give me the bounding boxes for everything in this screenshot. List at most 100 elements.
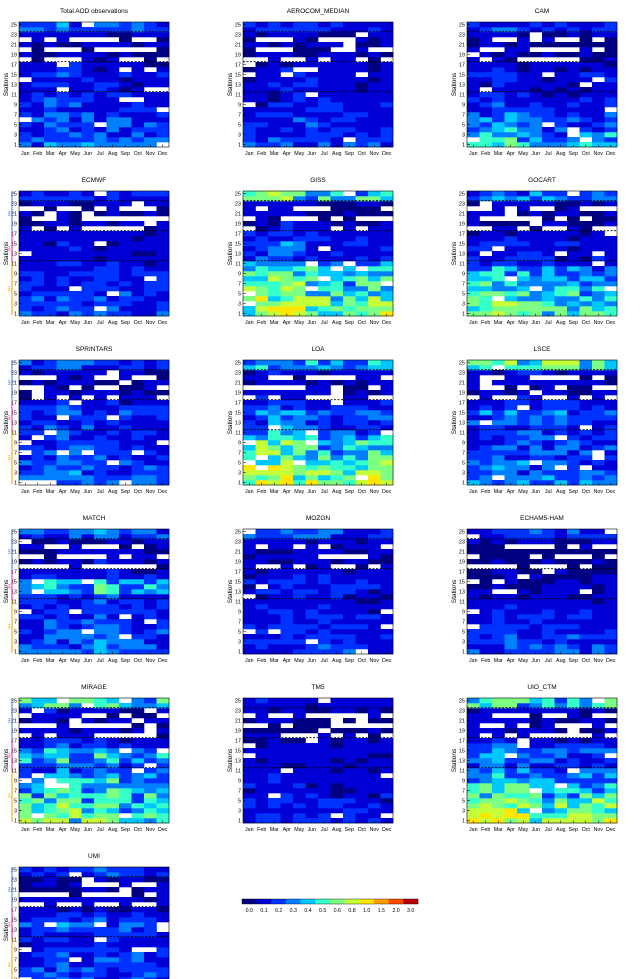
heatmap-cell	[592, 395, 605, 401]
heatmap-cell	[156, 788, 170, 794]
heatmap-cell	[330, 758, 344, 764]
heatmap-cell	[243, 375, 256, 381]
heatmap-cell	[504, 803, 518, 809]
heatmap-cell	[529, 117, 543, 123]
heatmap-cell	[268, 82, 281, 88]
heatmap-cell	[318, 286, 331, 292]
heatmap-cell	[604, 82, 618, 88]
heatmap-cell	[343, 92, 356, 98]
heatmap-cell	[567, 773, 580, 779]
heatmap-cell	[56, 962, 70, 968]
heatmap-cell	[56, 137, 70, 143]
heatmap-cell	[318, 783, 331, 789]
heatmap-cell	[504, 112, 518, 118]
heatmap-cell	[131, 400, 145, 406]
heatmap-cell	[318, 569, 331, 575]
heatmap-cell	[255, 27, 269, 33]
heatmap-cell	[330, 241, 344, 247]
y-tick-label: 15	[459, 411, 465, 417]
heatmap-cell	[343, 763, 356, 769]
heatmap-cell	[44, 624, 57, 630]
y-tick-label: 21	[235, 381, 241, 387]
heatmap-cell	[504, 420, 518, 426]
heatmap-cell	[19, 370, 32, 376]
heatmap-cell	[243, 475, 256, 481]
heatmap-cell	[504, 470, 518, 476]
panel-title: UIO_CTM	[527, 684, 556, 691]
heatmap-cell	[131, 753, 145, 759]
heatmap-cell	[467, 62, 480, 68]
heatmap-cell	[144, 286, 157, 292]
y-tick-label: 7	[462, 282, 465, 288]
heatmap-cell	[69, 241, 82, 247]
heatmap-cell	[94, 529, 107, 535]
heatmap-cell	[542, 216, 555, 222]
heatmap-cell	[280, 529, 294, 535]
heatmap-cell	[554, 753, 568, 759]
heatmap-cell	[19, 97, 32, 103]
heatmap-cell	[131, 117, 145, 123]
heatmap-cell	[94, 390, 107, 396]
heatmap-cell	[305, 127, 319, 133]
heatmap-cell	[243, 231, 256, 237]
heatmap-cell	[156, 42, 170, 48]
heatmap-cell	[305, 236, 319, 242]
heatmap-cell	[268, 758, 281, 764]
heatmap-cell	[492, 211, 505, 217]
heatmap-cell	[19, 22, 32, 28]
heatmap-cell	[255, 191, 269, 197]
heatmap-cell	[19, 470, 32, 476]
heatmap-cell	[268, 400, 281, 406]
heatmap-cell	[119, 132, 132, 138]
heatmap-cell	[554, 574, 568, 580]
heatmap-cell	[19, 758, 32, 764]
heatmap-cell	[131, 246, 145, 252]
heatmap-cell	[318, 132, 331, 138]
heatmap-cell	[144, 793, 157, 799]
heatmap-cell	[31, 191, 45, 197]
heatmap-cell	[529, 728, 543, 734]
heatmap-cell	[368, 261, 381, 267]
heatmap-cell	[19, 261, 32, 267]
heatmap-cell	[529, 549, 543, 555]
heatmap-cell	[293, 47, 306, 53]
heatmap-cell	[554, 42, 568, 48]
heatmap-cell	[31, 87, 45, 93]
heatmap-cell	[554, 261, 568, 267]
heatmap-panel-0: Total AOD observations135791113151719212…	[3, 8, 170, 157]
y-axis-label: Stations	[3, 241, 10, 265]
heatmap-cell	[517, 301, 530, 307]
heatmap-cell	[56, 609, 70, 615]
heatmap-cell	[592, 216, 605, 222]
heatmap-cell	[380, 122, 394, 128]
heatmap-cell	[44, 703, 57, 709]
heatmap-cell	[106, 962, 120, 968]
heatmap-cell	[19, 465, 32, 471]
heatmap-cell	[355, 435, 369, 441]
heatmap-cell	[380, 534, 394, 540]
heatmap-cell	[305, 450, 319, 456]
heatmap-cell	[268, 569, 281, 575]
heatmap-cell	[343, 231, 356, 237]
heatmap-cell	[268, 698, 281, 704]
heatmap-cell	[81, 465, 95, 471]
heatmap-cell	[579, 112, 593, 118]
heatmap-cell	[592, 32, 605, 38]
heatmap-cell	[119, 604, 132, 610]
heatmap-cell	[542, 773, 555, 779]
heatmap-cell	[330, 137, 344, 143]
heatmap-cell	[305, 415, 319, 421]
heatmap-cell	[268, 410, 281, 416]
heatmap-cell	[343, 57, 356, 63]
heatmap-cell	[554, 410, 568, 416]
heatmap-cell	[492, 743, 505, 749]
heatmap-cell	[56, 22, 70, 28]
heatmap-cell	[504, 236, 518, 242]
heatmap-cell	[156, 803, 170, 809]
heatmap-cell	[280, 465, 294, 471]
heatmap-cell	[255, 698, 269, 704]
heatmap-cell	[567, 256, 580, 262]
heatmap-cell	[368, 708, 381, 714]
x-tick-label: Dec	[606, 320, 616, 326]
heatmap-cell	[280, 246, 294, 252]
